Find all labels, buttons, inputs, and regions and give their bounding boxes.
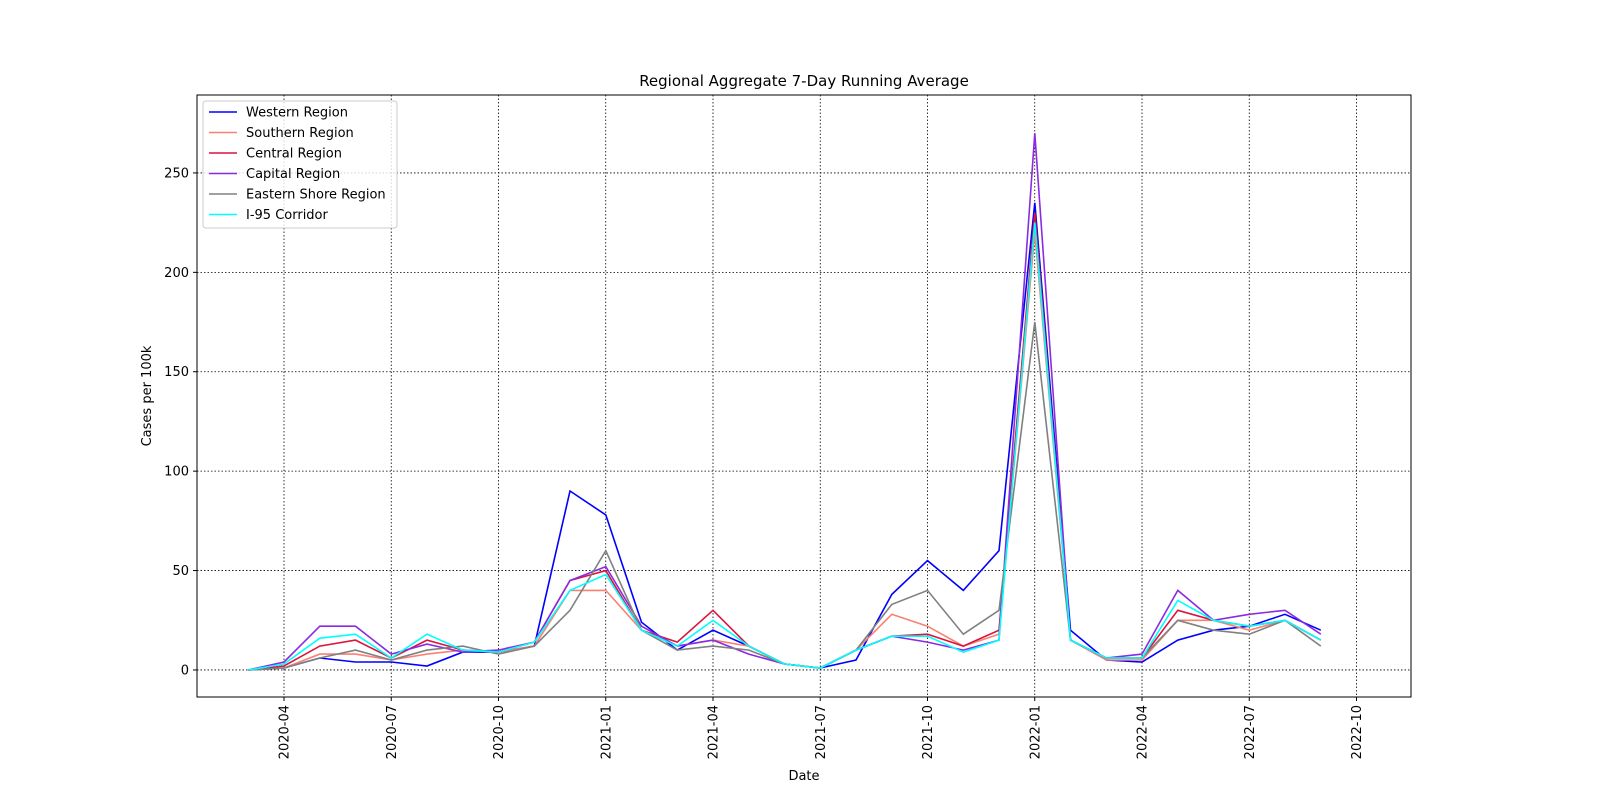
legend-label: I-95 Corridor xyxy=(246,208,329,223)
series-line xyxy=(248,232,1322,671)
plot-frame xyxy=(196,94,1412,698)
legend-box xyxy=(202,100,398,229)
y-tick-label: 200 xyxy=(164,266,189,281)
chart-title: Regional Aggregate 7-Day Running Average xyxy=(639,72,969,90)
x-tick-label: 2021-10 xyxy=(921,705,936,759)
y-tick-label: 150 xyxy=(164,365,189,380)
legend: Western Region Southern Region Central Reg… xyxy=(202,100,398,229)
series-line xyxy=(248,202,1322,671)
x-tick-label: 2020-07 xyxy=(385,705,400,759)
legend-label: Eastern Shore Region xyxy=(246,188,386,203)
x-tick-label: 2020-04 xyxy=(278,705,293,759)
x-tick-label: 2021-04 xyxy=(707,705,722,759)
y-tick-label: 100 xyxy=(164,465,189,480)
y-axis-label: Cases per 100k xyxy=(140,345,155,446)
x-tick-label: 2022-07 xyxy=(1243,705,1258,759)
x-tick-label: 2020-10 xyxy=(492,705,507,759)
x-tick-label: 2022-01 xyxy=(1028,705,1043,759)
y-tick-label: 50 xyxy=(172,564,189,579)
x-tick-label: 2022-10 xyxy=(1350,705,1365,759)
series-line xyxy=(248,321,1322,671)
series-line xyxy=(248,212,1322,671)
legend-label: Western Region xyxy=(246,106,348,121)
x-axis-label: Date xyxy=(788,769,819,784)
series-line xyxy=(248,222,1322,671)
legend-label: Central Region xyxy=(246,147,342,162)
legend-label: Capital Region xyxy=(246,167,340,182)
y-tick-label: 0 xyxy=(181,663,189,678)
legend-label: Southern Region xyxy=(246,126,354,141)
y-tick-label: 250 xyxy=(164,166,189,181)
x-tick-label: 2021-01 xyxy=(599,705,614,759)
series-line xyxy=(248,133,1322,671)
x-tick-label: 2021-07 xyxy=(814,705,829,759)
x-tick-label: 2022-04 xyxy=(1136,705,1151,759)
